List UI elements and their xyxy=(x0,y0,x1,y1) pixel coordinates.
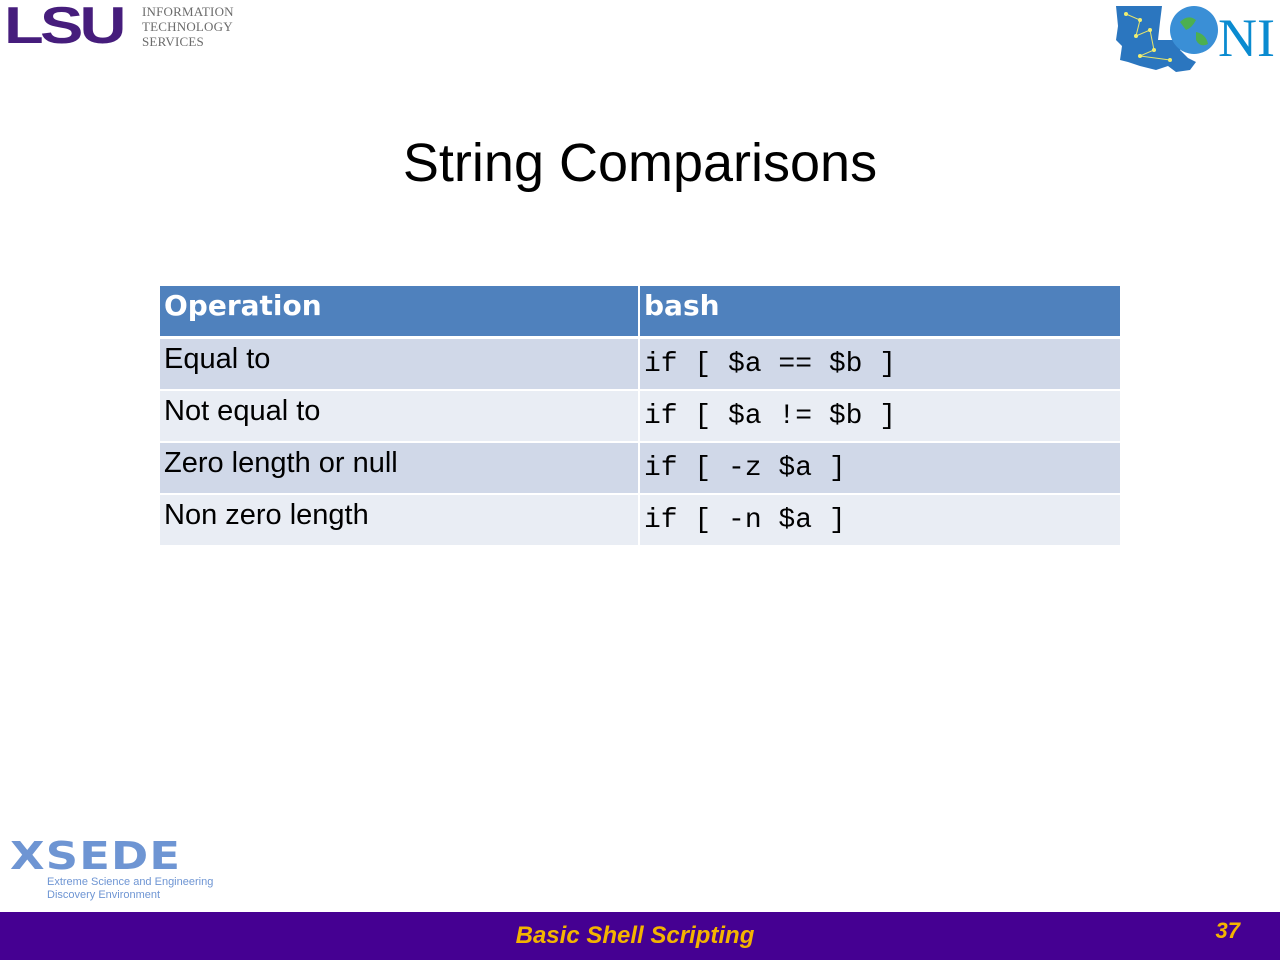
bash-cell: if [ -z $a ] xyxy=(640,443,1120,495)
xsede-logo: XSEDE Extreme Science and Engineering Di… xyxy=(10,836,213,902)
louisiana-shape-icon xyxy=(1116,6,1196,72)
operation-label: Not equal to xyxy=(164,395,321,427)
string-comparison-table: Operation bash Equal to if [ $a == $b ] … xyxy=(160,286,1120,547)
xsede-tagline-line-2: Discovery Environment xyxy=(47,889,161,901)
its-line-3: SERVICES xyxy=(142,33,204,49)
bash-cell: if [ $a != $b ] xyxy=(640,391,1120,443)
xsede-wordmark: XSEDE xyxy=(10,834,182,878)
header-operation: Operation xyxy=(160,286,640,339)
slide-title: String Comparisons xyxy=(402,133,878,193)
operation-label: Non zero length xyxy=(164,499,369,531)
footer-bar: Basic Shell Scripting 37 xyxy=(0,912,1280,960)
bash-code: if [ $a == $b ] xyxy=(644,349,897,380)
bash-cell: if [ $a == $b ] xyxy=(640,339,1120,391)
operation-cell: Not equal to xyxy=(160,391,640,443)
lsu-its-logo: LSU INFORMATION TECHNOLOGY SERVICES xyxy=(4,0,234,55)
table-row: Zero length or null if [ -z $a ] xyxy=(160,443,1120,495)
footer-title: Basic Shell Scripting xyxy=(515,922,755,949)
operation-cell: Zero length or null xyxy=(160,443,640,495)
bash-code: if [ -z $a ] xyxy=(644,453,846,484)
globe-icon xyxy=(1170,6,1218,54)
bash-cell: if [ -n $a ] xyxy=(640,495,1120,547)
loni-letters: NI xyxy=(1218,8,1275,68)
bash-code: if [ -n $a ] xyxy=(644,505,846,536)
xsede-tagline-line-1: Extreme Science and Engineering xyxy=(47,876,214,888)
header-bash: bash xyxy=(640,286,1120,339)
operation-cell: Non zero length xyxy=(160,495,640,547)
table-row: Not equal to if [ $a != $b ] xyxy=(160,391,1120,443)
loni-logo: NI xyxy=(1116,6,1275,72)
table-row: Non zero length if [ -n $a ] xyxy=(160,495,1120,547)
its-line-1: INFORMATION xyxy=(142,3,234,19)
xsede-tagline: Extreme Science and Engineering Discover… xyxy=(47,876,213,902)
its-unit-name: INFORMATION TECHNOLOGY SERVICES xyxy=(142,4,234,49)
operation-label: Zero length or null xyxy=(164,447,398,479)
table-header-row: Operation bash xyxy=(160,286,1120,339)
table-row: Equal to if [ $a == $b ] xyxy=(160,339,1120,391)
operation-cell: Equal to xyxy=(160,339,640,391)
its-line-2: TECHNOLOGY xyxy=(142,18,233,34)
bash-code: if [ $a != $b ] xyxy=(644,401,897,432)
page-number: 37 xyxy=(1215,918,1240,943)
operation-label: Equal to xyxy=(164,343,271,375)
lsu-wordmark: LSU xyxy=(4,0,127,55)
